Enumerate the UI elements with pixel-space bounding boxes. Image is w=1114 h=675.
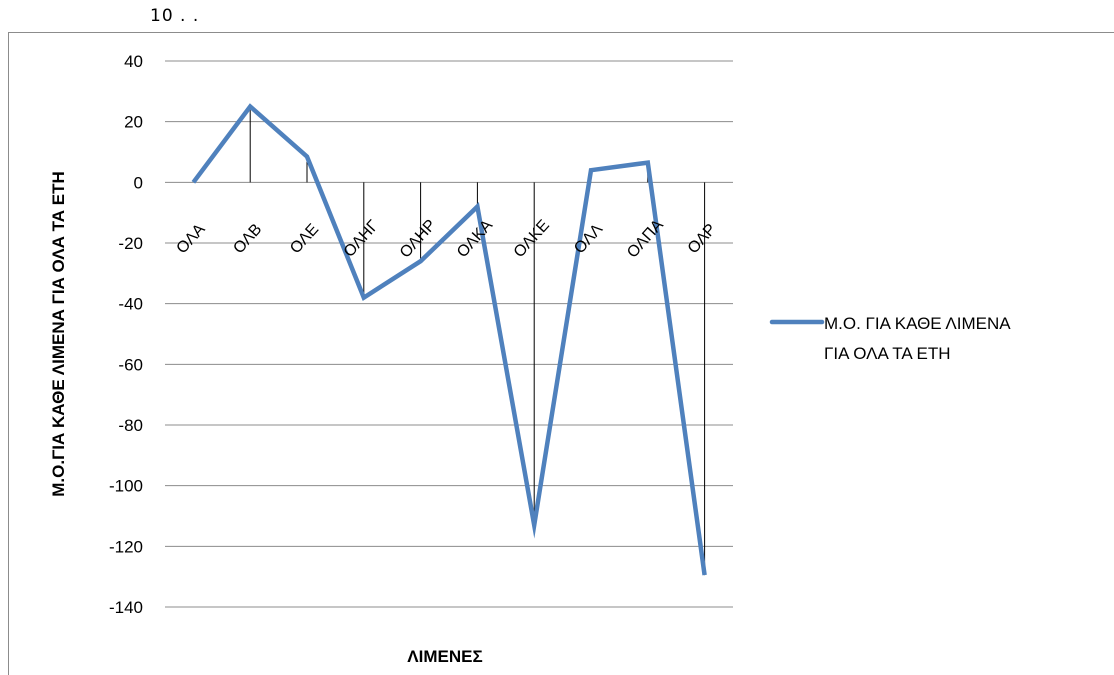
y-tick-label: -80 [118,416,143,435]
x-axis-title: ΛΙΜΕΝΕΣ [407,647,482,666]
y-tick-label: -140 [109,598,143,617]
x-category-label: ΟΛΗΡ [397,217,440,262]
y-tick-label: -60 [118,355,143,374]
legend-label-line-2: ΓΙΑ ΟΛΑ ΤΑ ΕΤΗ [824,344,951,363]
y-axis-tick-labels: 40 20 0 -20 -40 -60 -80 -100 -120 -140 [109,52,143,617]
legend: Μ.Ο. ΓΙΑ ΚΑΘΕ ΛΙΜΕΝΑ ΓΙΑ ΟΛΑ ΤΑ ΕΤΗ [769,314,1011,363]
series-line [191,103,707,576]
x-category-label: ΟΛΒ [230,221,265,257]
page-number-note: 10 . . [150,6,200,26]
x-category-label: ΟΛΛ [571,221,606,258]
x-category-label: ΟΛΚΕ [511,217,553,261]
y-tick-label: -100 [109,477,143,496]
y-tick-label: 0 [134,173,143,192]
y-tick-label: -20 [118,234,143,253]
gridlines [165,60,733,608]
x-category-label: ΟΛΡ [685,221,720,257]
drop-lines [249,106,706,576]
y-axis-title: Μ.Ο.ΓΙΑ ΚΑΘΕ ΛΙΜΕΝΑ ΓΙΑ ΟΛΑ ΤΑ ΕΤΗ [49,171,68,497]
y-tick-label: 40 [124,52,143,71]
x-category-label: ΟΛΑ [174,221,209,258]
y-tick-label: -120 [109,537,143,556]
series-lines [191,103,707,576]
chart-frame-top-border [8,32,1114,33]
legend-label-line-1: Μ.Ο. ΓΙΑ ΚΑΘΕ ΛΙΜΕΝΑ [824,314,1011,333]
x-category-label: ΟΛΕ [287,221,322,257]
chart-frame-left-border [8,32,9,675]
x-category-label: ΟΛΗΓ [341,217,383,261]
y-tick-label: 20 [124,113,143,132]
y-tick-label: -40 [118,295,143,314]
